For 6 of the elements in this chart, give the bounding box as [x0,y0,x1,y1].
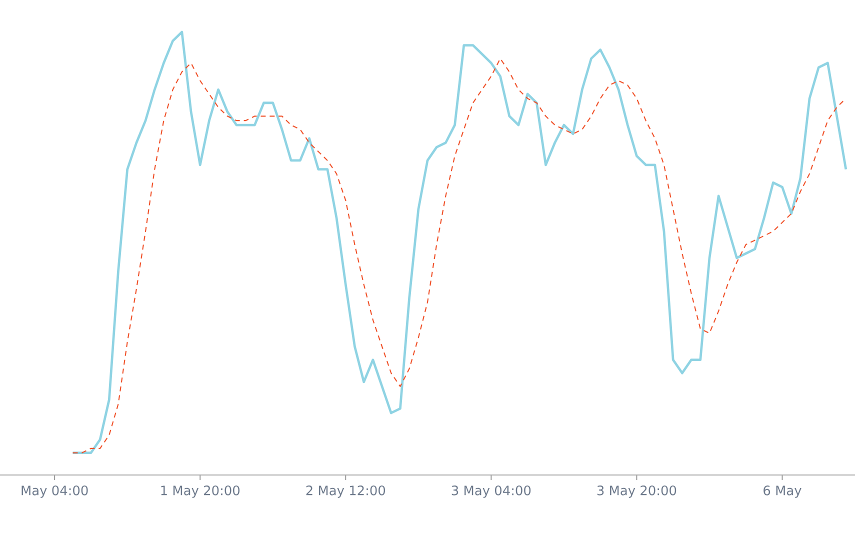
x-tick-label: 3 May 20:00 [597,486,676,498]
x-tick-label: 6 May [764,486,802,498]
x-tick-label: May 04:00 [22,486,88,498]
x-tick-label: 1 May 20:00 [161,486,240,498]
x-tick-label: 3 May 04:00 [452,486,531,498]
x-tick-label: 2 May 12:00 [306,486,386,498]
